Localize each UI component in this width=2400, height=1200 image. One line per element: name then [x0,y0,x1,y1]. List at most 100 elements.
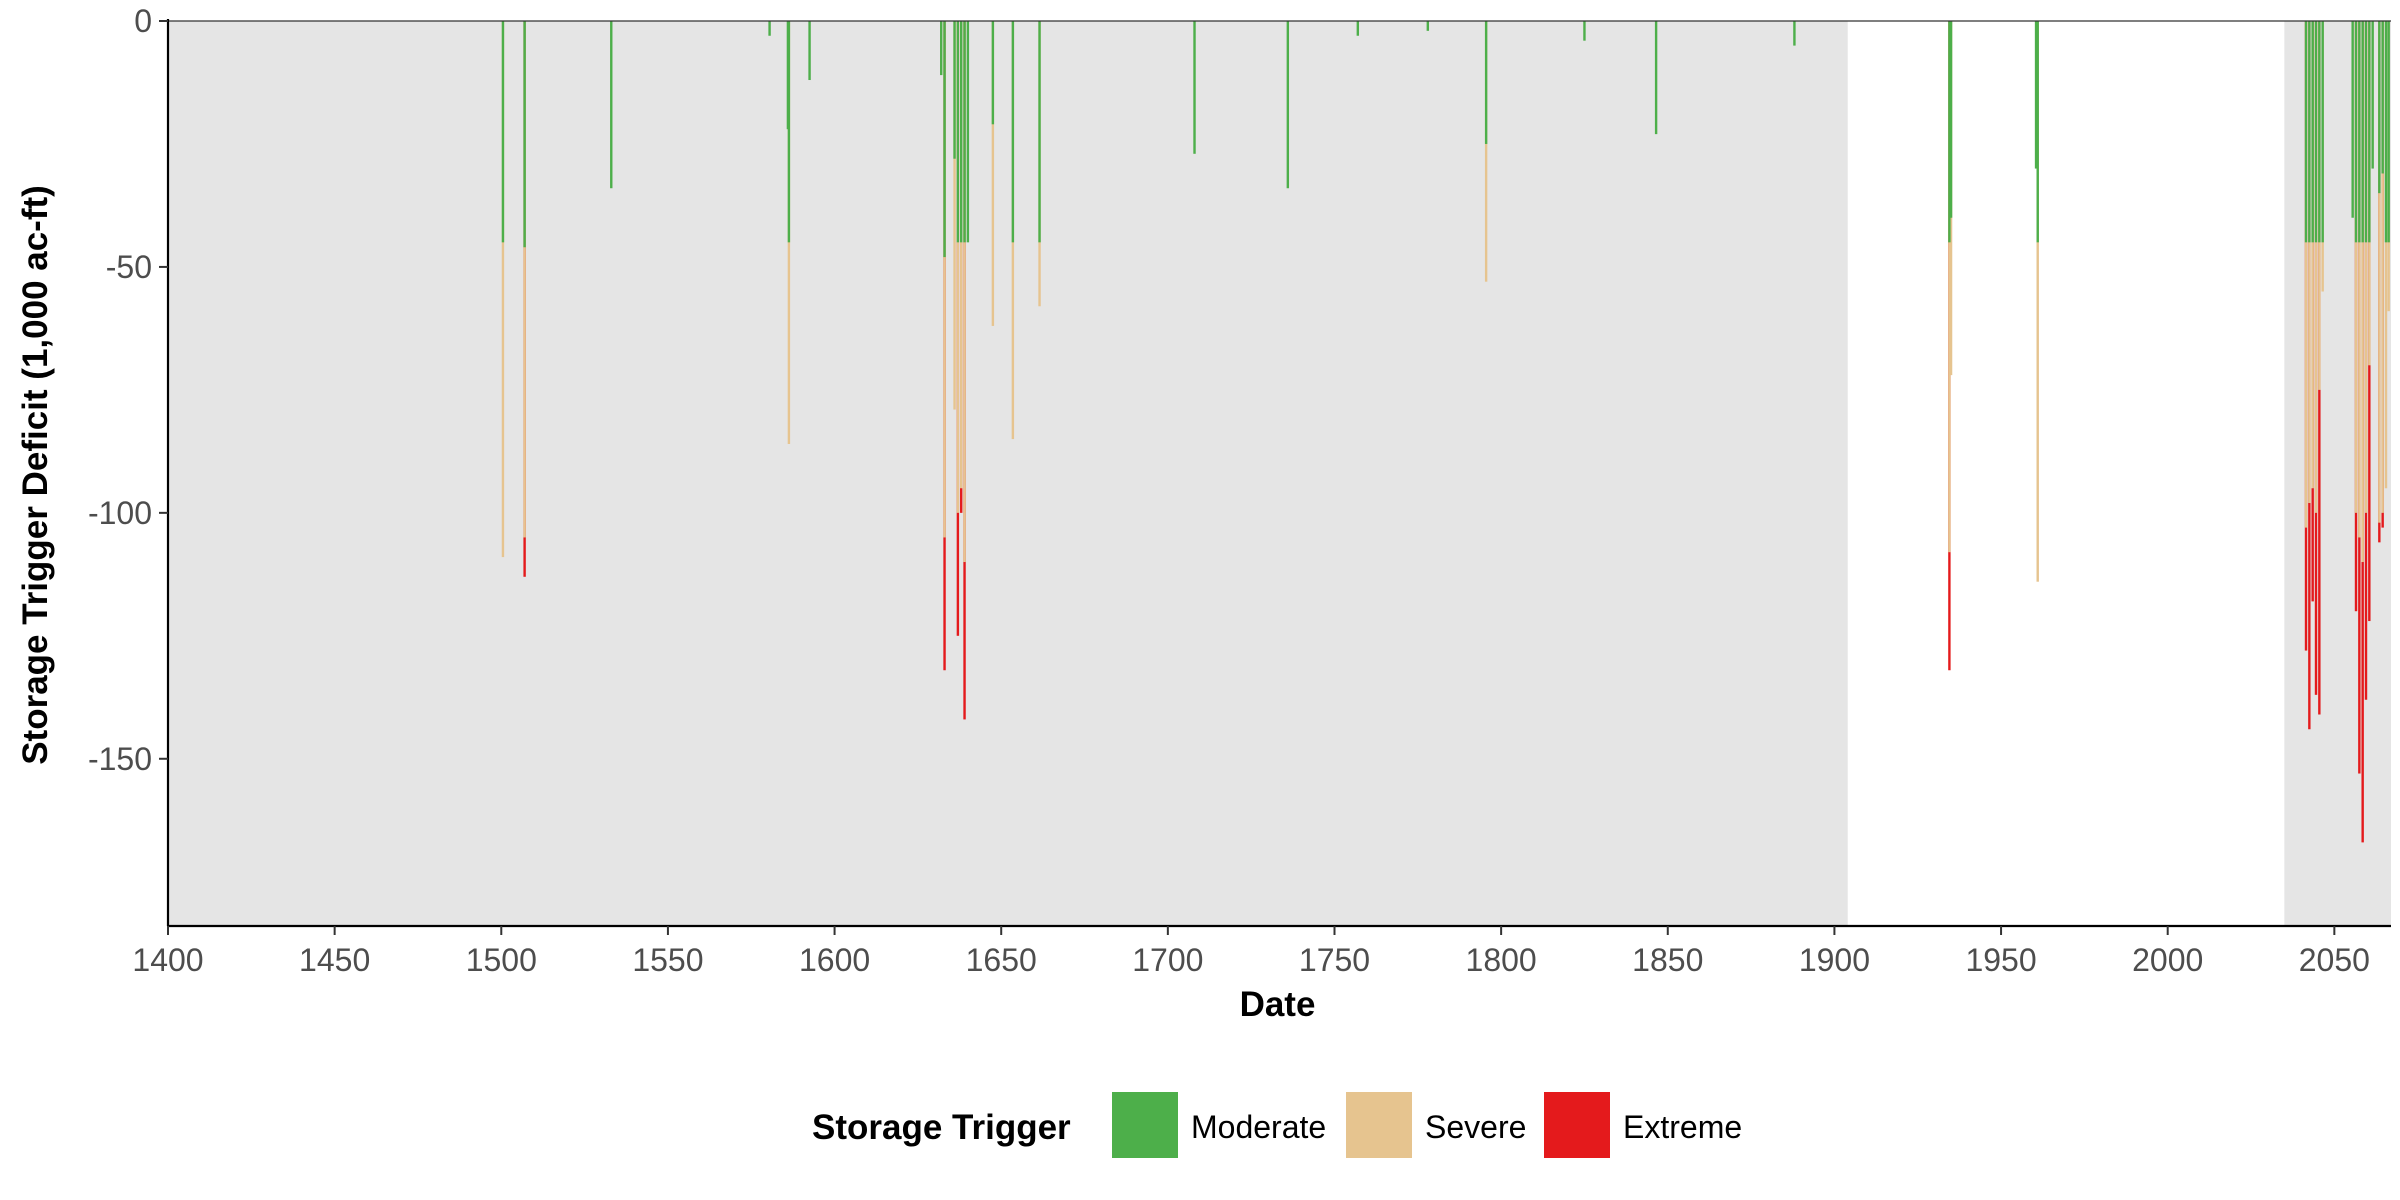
moderate-bar [2387,21,2390,243]
moderate-bar [1484,21,1488,144]
severe-bar [2358,21,2361,538]
severe-bar [956,21,960,513]
moderate-bar [2036,21,2039,243]
severe-bar [501,21,505,558]
y-tick-label: -100 [88,495,152,531]
moderate-bar [1426,21,1430,31]
moderate-bar [2378,21,2381,194]
moderate-bar [808,21,811,81]
moderate-bar [956,21,960,243]
severe-bar [953,21,956,410]
moderate-bar [1583,21,1586,41]
severe-bar [1484,21,1488,282]
severe-bar [2384,21,2388,489]
x-axis-title: Date [1240,985,1316,1024]
moderate-bar [2308,21,2311,243]
y-tick-label: 0 [134,3,152,39]
moderate-bar [1011,21,1015,243]
moderate-bar [1193,21,1196,154]
x-tick-label: 2000 [2132,942,2203,978]
x-tick-label: 1700 [1132,942,1203,978]
moderate-bar [2321,21,2324,243]
severe-bar [2361,21,2364,563]
severe-bar [2304,21,2308,528]
severe-bar [2378,21,2381,523]
x-tick-label: 1550 [632,942,703,978]
legend-title: Storage Trigger [812,1108,1071,1147]
moderate-bar [2384,21,2388,243]
moderate-bar [960,21,963,243]
moderate-bar [2351,21,2354,218]
moderate-bar [523,21,526,248]
severe-bar [991,21,995,326]
moderate-bar [610,21,613,189]
moderate-bar [1949,21,1953,218]
severe-bar [2364,21,2368,513]
moderate-bar [2368,21,2371,243]
severe-bar [960,21,963,489]
legend-label-moderate: Moderate [1191,1109,1326,1145]
x-tick-label: 1900 [1799,942,1870,978]
moderate-bar [943,21,946,258]
severe-bar [2036,21,2039,582]
x-tick-label: 1500 [466,942,537,978]
moderate-bar [787,21,791,243]
severe-bar [943,21,946,538]
moderate-bar [2361,21,2364,243]
severe-bar [523,21,526,538]
moderate-bar [1654,21,1658,135]
x-tick-label: 1650 [966,942,1037,978]
legend-key-extreme [1544,1092,1610,1158]
moderate-bar [2034,21,2038,169]
x-tick-label: 1800 [1466,942,1537,978]
moderate-bar [2381,21,2384,174]
moderate-bar [2304,21,2308,243]
moderate-bar [991,21,995,125]
y-axis-title: Storage Trigger Deficit (1,000 ac-ft) [16,185,55,765]
moderate-bar [963,21,966,243]
moderate-bar [768,21,771,36]
moderate-bar [2314,21,2318,243]
severe-bar [2311,21,2314,489]
x-tick-label: 1950 [1965,942,2036,978]
legend-label-severe: Severe [1425,1109,1526,1145]
shaded-periods [168,21,2391,926]
x-tick-label: 2050 [2299,942,2370,978]
x-tick-label: 1600 [799,942,870,978]
moderate-bar [1356,21,1360,36]
moderate-bar [1948,21,1951,243]
severe-bar [2308,21,2311,504]
legend-key-moderate [1112,1092,1178,1158]
tick-labels: 1400 1450 1500 1550 1600 1650 1700 1750 1800 1850… [88,3,2370,978]
severe-bar [963,21,966,563]
shaded-period-1 [168,21,1848,926]
severe-bar [1948,21,1951,553]
deficit-bars [501,21,2390,843]
legend-key-severe [1346,1092,1412,1158]
moderate-bar [2354,21,2358,243]
severe-bar [2381,21,2384,513]
moderate-bar [1793,21,1796,46]
moderate-bar [953,21,956,159]
moderate-bar [1286,21,1290,189]
moderate-bar [2318,21,2321,243]
y-tick-label: -150 [88,741,152,777]
shaded-period-2 [2284,21,2391,926]
axes [159,19,2391,935]
moderate-bar [2364,21,2368,243]
legend: Storage Trigger Moderate Severe Extreme [812,1092,1742,1158]
moderate-bar [966,21,970,243]
moderate-bar [940,21,943,76]
y-tick-label: -50 [106,249,152,285]
severe-bar [2354,21,2358,513]
moderate-bar [501,21,505,243]
x-tick-label: 1450 [299,942,370,978]
moderate-bar [2311,21,2314,243]
legend-entries: Moderate Severe Extreme [1112,1092,1742,1158]
moderate-bar [1038,21,1041,243]
moderate-bar [2371,21,2374,169]
x-tick-label: 1400 [132,942,203,978]
x-tick-label: 1850 [1632,942,1703,978]
